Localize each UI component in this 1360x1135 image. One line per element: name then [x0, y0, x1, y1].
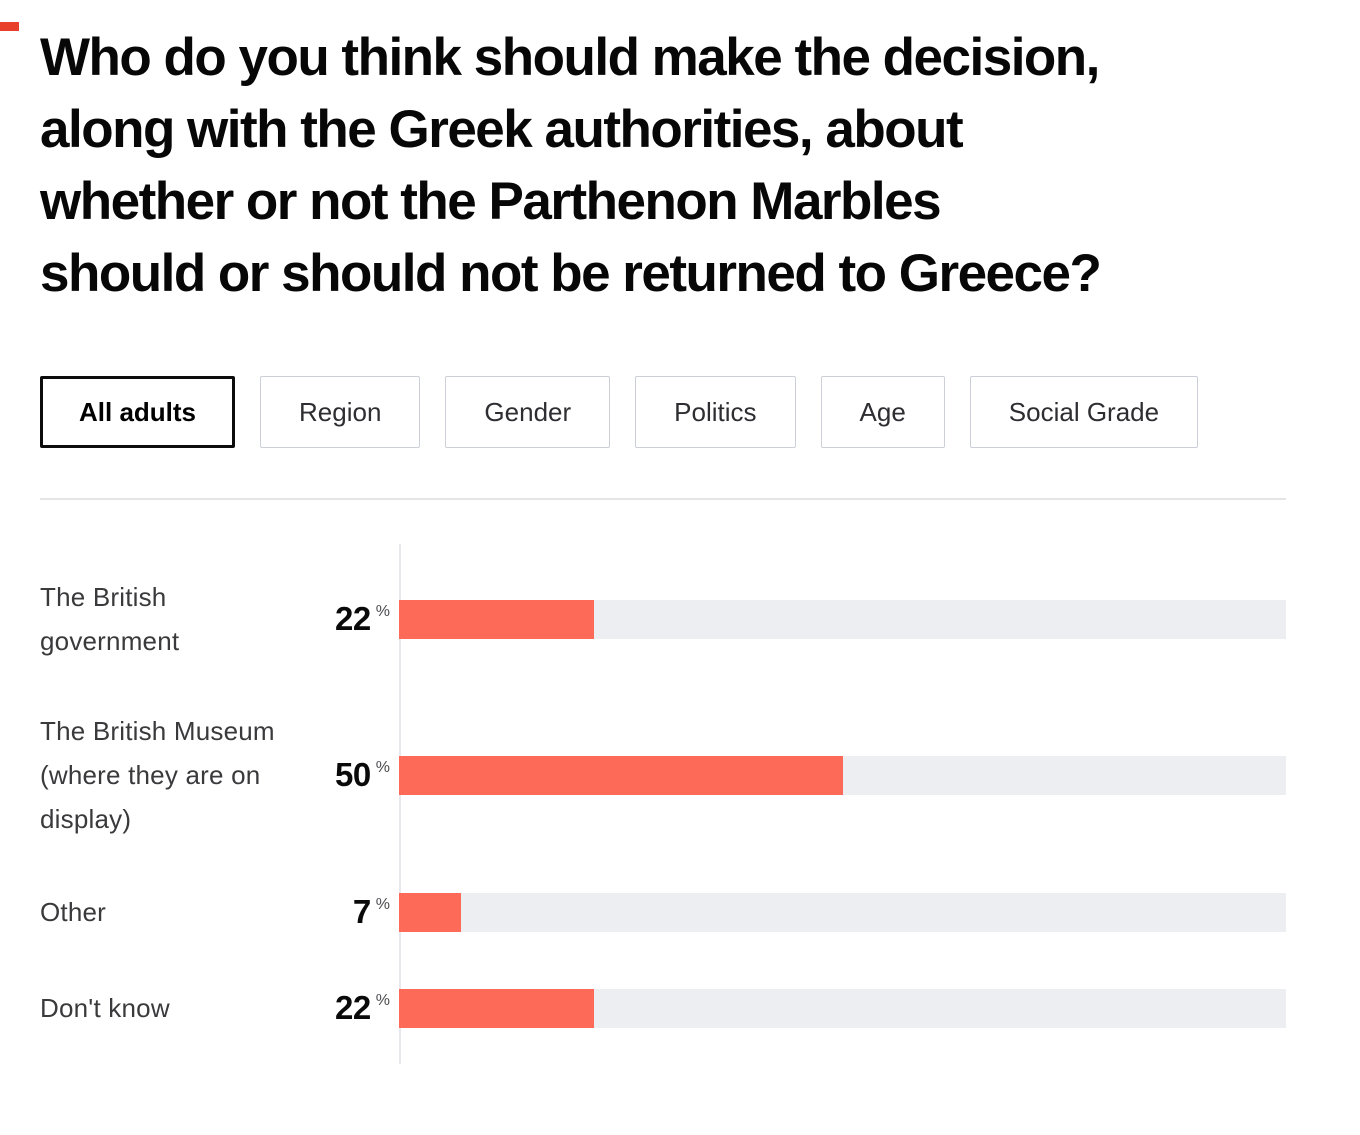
tab-politics[interactable]: Politics [635, 376, 796, 448]
value-group: 22 % [275, 990, 399, 1026]
tab-social-grade[interactable]: Social Grade [969, 376, 1199, 448]
corner-red-fragment [0, 22, 19, 31]
percent-sign: % [375, 759, 390, 776]
bar-track [399, 755, 1286, 795]
question-title-line-3: whether or not the Parthenon Marbles [40, 172, 942, 231]
bar-fill [399, 892, 462, 932]
bar-track [399, 599, 1286, 639]
category-label: Don't know [40, 993, 170, 1023]
bar-value: 22 [335, 600, 371, 637]
category-label: Other [40, 897, 107, 927]
category-label: The British government [40, 582, 180, 656]
tab-gender[interactable]: Gender [445, 376, 611, 448]
value-group: 50 % [275, 757, 399, 793]
tab-age[interactable]: Age [820, 376, 945, 448]
bar-track [399, 892, 1286, 932]
question-title-line-4: should or should not be returned to Gree… [40, 244, 1102, 303]
y-axis-line [399, 544, 401, 1064]
bar-fill [399, 755, 843, 795]
bar-value: 7 [352, 893, 371, 930]
bar-value: 22 [335, 989, 371, 1026]
bar-row-dont-know: Don't know 22 % [40, 983, 1286, 1033]
question-title-line-2: along with the Greek authorities, about [40, 100, 964, 159]
bar-row-british-government: The British government 22 % [40, 575, 1286, 663]
section-divider [40, 498, 1286, 500]
bar-chart: The British government 22 % The British … [40, 544, 1286, 1064]
bar-fill [399, 599, 595, 639]
category-label: The British Museum (where they are on di… [40, 716, 275, 834]
percent-sign: % [375, 992, 390, 1009]
value-group: 22 % [275, 601, 399, 637]
bar-track [399, 988, 1286, 1028]
value-group: 7 % [275, 894, 399, 930]
percent-sign: % [375, 896, 390, 913]
tab-all-adults[interactable]: All adults [40, 376, 236, 448]
breakdown-filter-tabs: All adults Region Gender Politics Age So… [40, 376, 1286, 448]
bar-row-british-museum: The British Museum (where they are on di… [40, 709, 1286, 841]
percent-sign: % [375, 603, 390, 620]
survey-results-panel: Who do you think should make the decisio… [0, 22, 1360, 1064]
bar-row-other: Other 7 % [40, 887, 1286, 937]
bar-value: 50 [335, 756, 371, 793]
question-title: Who do you think should make the decisio… [40, 22, 1286, 310]
tab-region[interactable]: Region [260, 376, 421, 448]
bar-fill [399, 988, 595, 1028]
question-title-line-1: Who do you think should make the decisio… [40, 28, 1100, 87]
